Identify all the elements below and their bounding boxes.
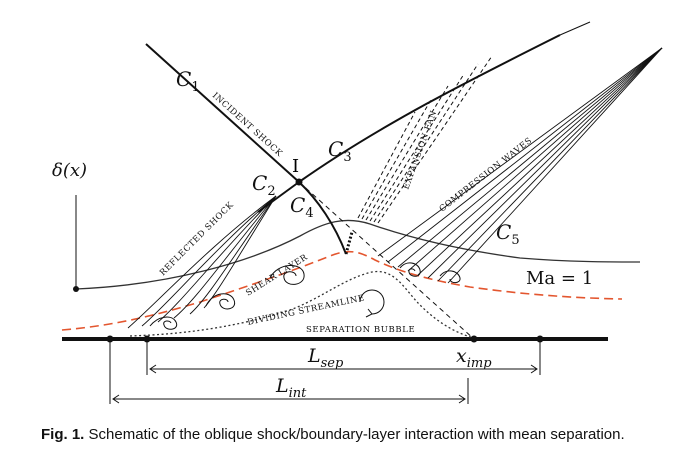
caption-label: Fig. 1. — [41, 426, 85, 443]
sonic-line — [61, 250, 623, 331]
reflected-shock-c3-thin — [559, 21, 591, 36]
shear-layer-vortices — [149, 262, 461, 330]
label-x-imp: ximp — [456, 345, 492, 371]
interaction-schematic: C1 C2 C3 C4 C5 I δ(x) INCIDENT SHOCK REF… — [52, 21, 663, 404]
label-shear-layer: SHEAR LAYER — [244, 252, 309, 298]
figure-caption: Fig. 1. Schematic of the oblique shock/b… — [41, 425, 671, 444]
wall-point-impingement — [470, 335, 478, 343]
l-sep-arrowhead-left — [149, 364, 157, 374]
l-sep-arrowhead-right — [530, 364, 538, 374]
interaction-point — [295, 178, 303, 186]
reflected-shock-c3 — [298, 34, 561, 183]
label-delta: δ(x) — [52, 160, 87, 181]
label-c5: C5 — [496, 220, 520, 248]
label-c2: C2 — [252, 171, 276, 199]
recirculation-icon — [359, 289, 385, 318]
label-c4: C4 — [290, 193, 314, 221]
label-mach: Ma = 1 — [526, 268, 593, 289]
incident-shock-line — [145, 43, 300, 183]
label-point-i: I — [292, 156, 299, 177]
transmitted-shock-dashed — [298, 181, 475, 340]
l-int-arrowhead-right — [458, 394, 466, 404]
label-l-sep: Lsep — [307, 345, 344, 371]
label-reflected-shock: REFLECTED SHOCK — [158, 200, 236, 278]
transmitted-shock-c4-dashed — [344, 231, 354, 255]
boundary-layer-edge — [75, 219, 641, 290]
caption-text: Schematic of the oblique shock/boundary-… — [84, 426, 625, 443]
l-int-arrowhead-left — [112, 394, 120, 404]
delta-marker-dot — [73, 286, 79, 292]
reflected-shock-fan — [127, 195, 277, 329]
label-separation-bubble: SEPARATION BUBBLE — [306, 325, 415, 335]
label-c3: C3 — [328, 137, 352, 165]
label-incident-shock: INCIDENT SHOCK — [210, 91, 284, 159]
expansion-fan — [357, 55, 493, 224]
label-dividing-streamline: DIVIDING STREAMLINE — [247, 293, 366, 328]
compression-waves — [377, 47, 663, 284]
label-expansion-fan: EXPANSION FAN — [401, 109, 439, 191]
transmitted-shock-c4 — [298, 181, 347, 255]
label-l-int: Lint — [275, 375, 307, 401]
label-c1: C1 — [176, 67, 200, 95]
